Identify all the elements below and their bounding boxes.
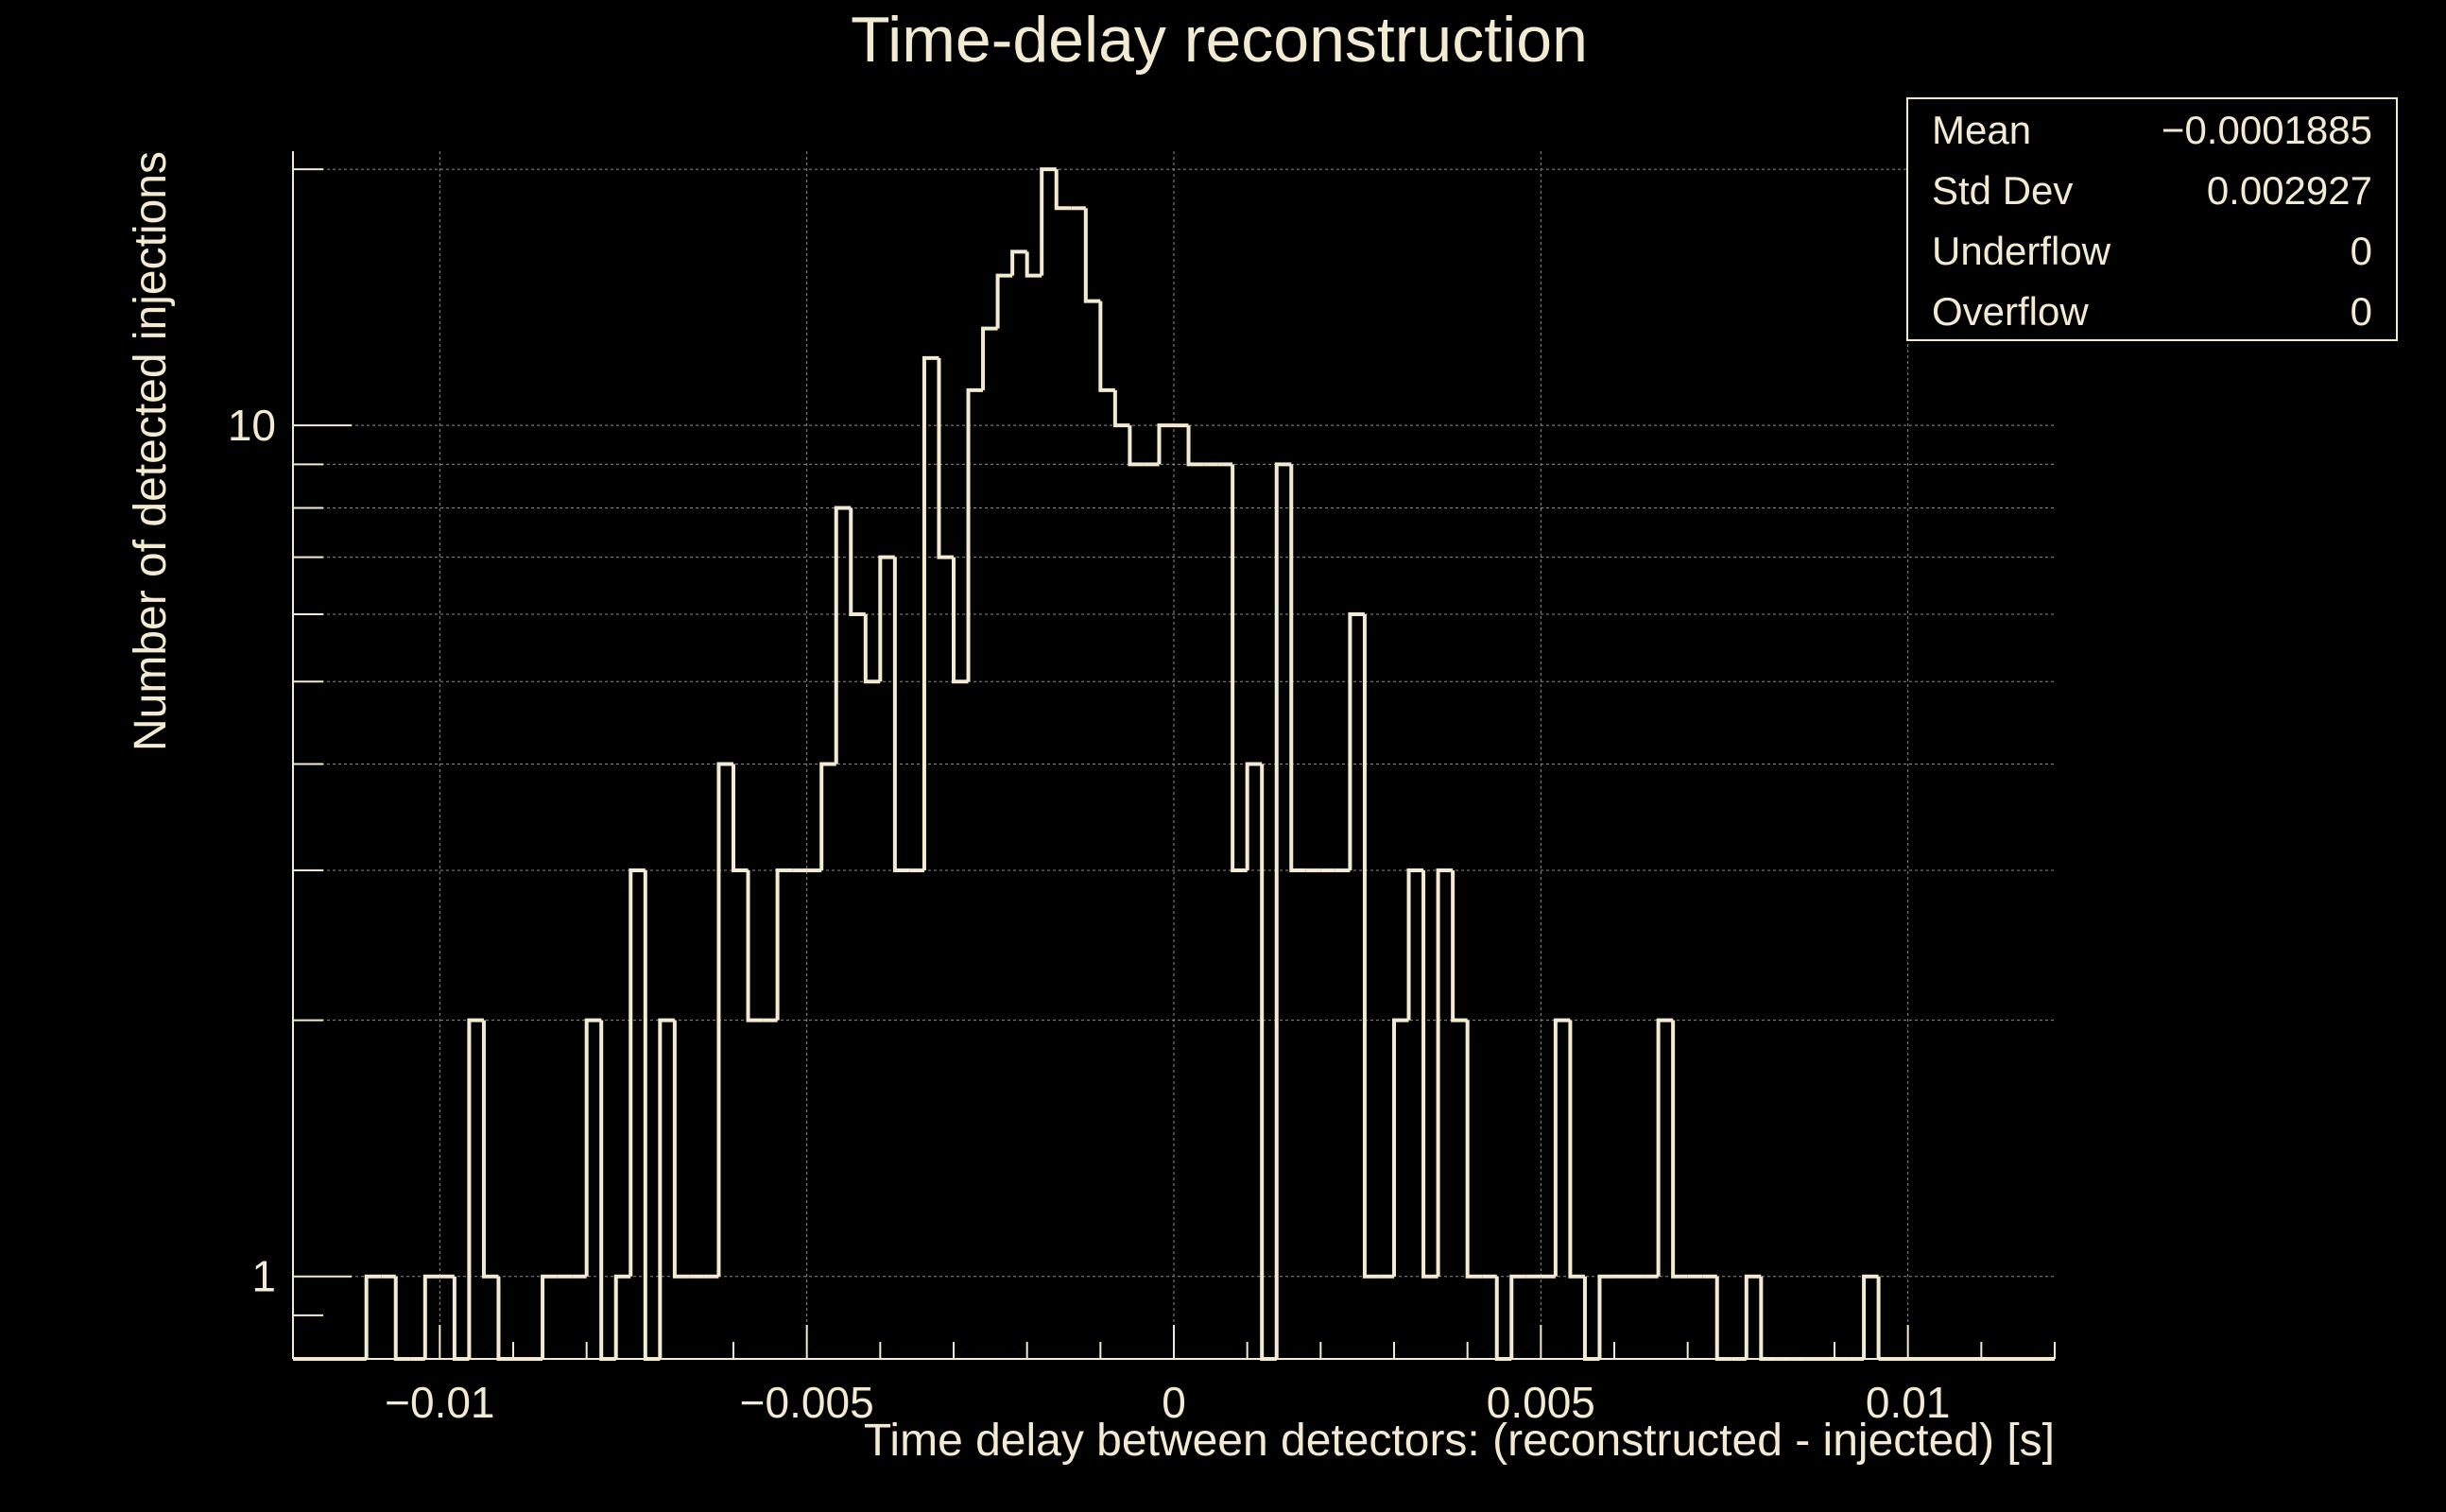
histogram-bin	[1112, 389, 1130, 428]
stats-box: Mean −0.0001885 Std Dev 0.002927 Underflow 0 O…	[1906, 97, 2398, 341]
histogram-bin	[1714, 1276, 1732, 1361]
histogram-bin	[1744, 1274, 1762, 1359]
histogram-bin	[1040, 167, 1057, 276]
histogram-bin	[658, 1018, 675, 1359]
histogram-bin	[819, 762, 836, 871]
histogram-bin	[1406, 868, 1424, 1021]
histogram-bin	[481, 1020, 499, 1279]
histogram-bin	[541, 1274, 558, 1359]
x-tick-label: −0.005	[740, 1378, 874, 1427]
stats-label: Std Dev	[1932, 168, 2073, 213]
histogram-bin	[1759, 1276, 1776, 1361]
histogram-bin	[393, 1276, 411, 1361]
histogram-bin	[1289, 464, 1306, 873]
x-axis-label: Time delay between detectors: (reconstru…	[864, 1416, 2055, 1466]
histogram-bin	[629, 868, 646, 1277]
histogram-bin	[496, 1276, 513, 1361]
stats-value: 0	[2351, 229, 2372, 273]
histogram-bin	[1671, 1020, 1688, 1279]
histogram-bin	[1862, 1274, 1879, 1359]
histogram-bin	[1436, 868, 1454, 1277]
histogram-bin	[672, 1020, 690, 1279]
histogram-bin	[1582, 1276, 1600, 1361]
x-tick-label: 0.01	[1866, 1378, 1951, 1427]
chart-title: Time-delay reconstruction	[851, 4, 1588, 76]
stats-value: 0	[2351, 289, 2372, 334]
histogram-bin	[981, 326, 998, 390]
histogram-bin	[1128, 425, 1145, 467]
stats-label: Mean	[1932, 108, 2031, 152]
histogram-bin	[1553, 1018, 1571, 1277]
x-tick-labels: −0.01 −0.005 0 0.005 0.01	[385, 1378, 1950, 1427]
histogram-bin	[716, 762, 733, 1277]
histogram-bin	[1421, 870, 1438, 1279]
x-tick-label: 0	[1162, 1378, 1186, 1427]
x-tick-label: −0.01	[385, 1378, 494, 1427]
histogram-bin	[1348, 611, 1365, 871]
histogram-bin	[863, 613, 881, 684]
histogram-bin	[1392, 1018, 1409, 1277]
stats-box-border	[1906, 97, 2398, 341]
y-axis-label: Number of detected injections	[126, 151, 176, 751]
histogram-bin	[995, 273, 1013, 329]
stats-value: −0.0001885	[2162, 108, 2372, 152]
histogram-bin	[1597, 1274, 1614, 1359]
histogram-bin	[364, 1274, 382, 1359]
histogram-bin	[599, 1020, 616, 1361]
histogram-bin	[422, 1274, 440, 1359]
histogram-bin	[732, 764, 749, 873]
histogram-bin	[643, 870, 661, 1361]
histogram-bin	[1494, 1276, 1512, 1361]
histogram-bin	[1025, 251, 1042, 278]
histogram-bin	[1083, 208, 1101, 303]
histogram-bin	[775, 868, 793, 1021]
histogram-bin	[1509, 1274, 1526, 1359]
histogram-bin	[1098, 301, 1115, 392]
histogram-bin	[849, 507, 866, 616]
histogram-bin	[1054, 169, 1072, 211]
histogram-bin	[1656, 1018, 1674, 1277]
histogram-bin	[1568, 1020, 1585, 1279]
histogram-bin	[467, 1018, 484, 1359]
histogram-bin	[1157, 423, 1174, 465]
histogram-bin	[1274, 462, 1292, 1359]
histogram-bin	[1245, 762, 1263, 871]
histogram-bin	[952, 557, 969, 684]
histogram-bin	[1465, 1020, 1483, 1279]
stats-label: Underflow	[1932, 229, 2111, 273]
stats-value: 0.002927	[2207, 168, 2372, 213]
histogram-bin	[922, 355, 939, 871]
histogram-layer	[293, 167, 2055, 1361]
histogram-bin	[746, 870, 764, 1022]
histogram-bin	[892, 557, 910, 873]
histogram-bin	[452, 1276, 470, 1361]
histogram-bin	[1186, 425, 1204, 467]
stats-label: Overflow	[1932, 289, 2089, 334]
histogram-bin	[1260, 764, 1277, 1361]
y-tick-labels: 1 10	[228, 401, 276, 1301]
x-tick-label: 0.005	[1487, 1378, 1595, 1427]
histogram-bin	[937, 357, 954, 559]
y-tick-label: 1	[251, 1252, 276, 1301]
histogram-bin	[834, 506, 852, 765]
histogram-bin	[1451, 870, 1468, 1022]
y-tick-label: 10	[228, 401, 276, 450]
histogram-bin	[1231, 464, 1248, 873]
histogram-bin	[1010, 249, 1027, 276]
histogram-bin	[966, 387, 984, 682]
histogram-bin	[584, 1018, 602, 1277]
histogram-bin	[613, 1274, 631, 1359]
histogram-bin	[1362, 613, 1380, 1279]
histogram-bin	[878, 555, 895, 682]
